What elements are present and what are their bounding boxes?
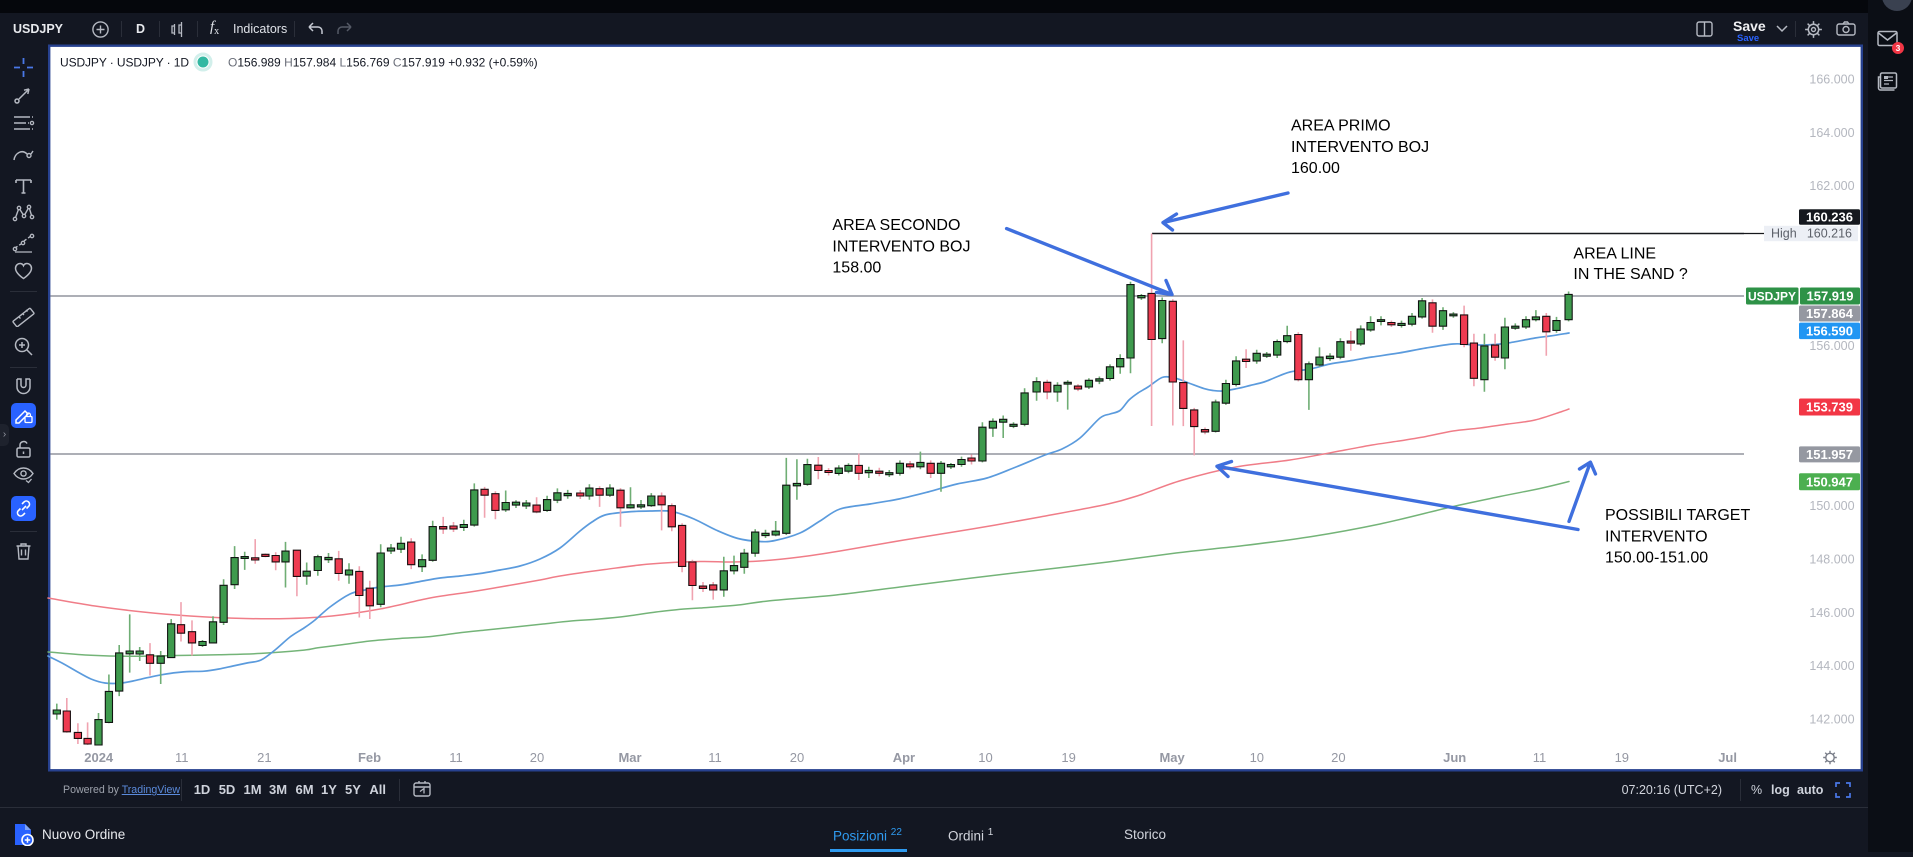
- svg-text:156.000: 156.000: [1809, 339, 1854, 353]
- svg-text:INTERVENTO BOJ: INTERVENTO BOJ: [832, 238, 970, 255]
- svg-text:Jul: Jul: [1718, 750, 1737, 765]
- svg-text:May: May: [1159, 750, 1185, 765]
- svg-text:10: 10: [978, 750, 992, 765]
- svg-text:20: 20: [1331, 750, 1345, 765]
- svg-text:21: 21: [257, 750, 271, 765]
- svg-text:160.216: 160.216: [1807, 227, 1852, 241]
- svg-text:146.000: 146.000: [1809, 606, 1854, 620]
- svg-text:160.236: 160.236: [1806, 210, 1853, 225]
- svg-text:20: 20: [530, 750, 544, 765]
- svg-text:151.957: 151.957: [1806, 447, 1853, 462]
- svg-text:10: 10: [1250, 750, 1264, 765]
- svg-text:148.000: 148.000: [1809, 553, 1854, 567]
- svg-text:144.000: 144.000: [1809, 659, 1854, 673]
- svg-text:166.000: 166.000: [1809, 73, 1854, 87]
- svg-text:164.000: 164.000: [1809, 126, 1854, 140]
- svg-text:Jun: Jun: [1443, 750, 1466, 765]
- svg-text:AREA SECONDO: AREA SECONDO: [832, 217, 960, 234]
- svg-text:157.864: 157.864: [1806, 306, 1854, 321]
- svg-text:High: High: [1771, 227, 1797, 241]
- svg-text:150.947: 150.947: [1806, 474, 1853, 489]
- svg-text:19: 19: [1061, 750, 1075, 765]
- svg-text:AREA PRIMO: AREA PRIMO: [1291, 118, 1391, 135]
- svg-text:INTERVENTO: INTERVENTO: [1605, 528, 1708, 545]
- svg-text:IN THE SAND ?: IN THE SAND ?: [1573, 266, 1688, 283]
- svg-text:156.590: 156.590: [1806, 323, 1853, 338]
- svg-text:USDJPY · USDJPY · 1D: USDJPY · USDJPY · 1D: [60, 56, 189, 70]
- svg-text:11: 11: [708, 750, 722, 765]
- svg-text:160.00: 160.00: [1291, 160, 1340, 177]
- svg-text:11: 11: [1533, 750, 1547, 765]
- svg-text:Apr: Apr: [893, 750, 915, 765]
- svg-text:150.00-151.00: 150.00-151.00: [1605, 550, 1708, 567]
- svg-text:20: 20: [790, 750, 804, 765]
- svg-text:142.000: 142.000: [1809, 713, 1854, 727]
- svg-text:O156.989 H157.984 L156.769 C15: O156.989 H157.984 L156.769 C157.919 +0.9…: [228, 56, 538, 70]
- svg-text:Mar: Mar: [618, 750, 641, 765]
- svg-text:INTERVENTO BOJ: INTERVENTO BOJ: [1291, 139, 1429, 156]
- svg-text:USDJPY: USDJPY: [1748, 289, 1796, 303]
- svg-text:157.919: 157.919: [1807, 289, 1854, 304]
- svg-text:150.000: 150.000: [1809, 499, 1854, 513]
- svg-text:POSSIBILI TARGET: POSSIBILI TARGET: [1605, 507, 1750, 524]
- svg-text:AREA LINE: AREA LINE: [1573, 245, 1656, 262]
- svg-text:19: 19: [1615, 750, 1629, 765]
- svg-text:153.739: 153.739: [1806, 400, 1853, 415]
- svg-text:162.000: 162.000: [1809, 179, 1854, 193]
- svg-text:2024: 2024: [84, 750, 114, 765]
- svg-text:11: 11: [175, 750, 189, 765]
- svg-text:11: 11: [449, 750, 463, 765]
- svg-text:158.00: 158.00: [832, 260, 881, 277]
- svg-text:Feb: Feb: [358, 750, 381, 765]
